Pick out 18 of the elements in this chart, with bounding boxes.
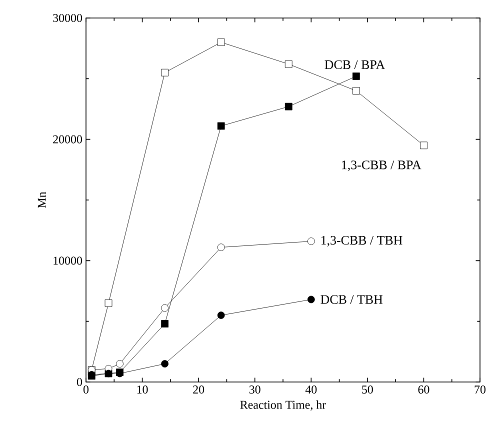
x-tick-label: 0	[83, 386, 89, 394]
x-tick-label: 20	[193, 386, 204, 394]
x-tick-label: 70	[474, 386, 486, 394]
y-tick-label: 30000	[53, 14, 82, 22]
y-tick-label: 0	[76, 378, 82, 386]
x-tick-label: 40	[305, 386, 317, 394]
x-tick-label: 10	[137, 386, 148, 394]
y-axis-title: Mn	[38, 192, 46, 208]
series-label: DCB / BPA	[324, 60, 385, 70]
x-tick-label: 30	[249, 386, 260, 394]
series-label: 1,3-CBB / TBH	[321, 236, 402, 247]
y-tick-label: 20000	[53, 135, 82, 144]
x-tick-label: 50	[362, 386, 373, 394]
y-tick-label: 10000	[54, 256, 82, 265]
series-label: DCB / TBH	[320, 295, 383, 304]
x-tick-label: 60	[418, 386, 430, 394]
series-label: 1,3-CBB / BPA	[342, 160, 422, 172]
x-axis-title: Reaction Time, hr	[240, 400, 326, 411]
